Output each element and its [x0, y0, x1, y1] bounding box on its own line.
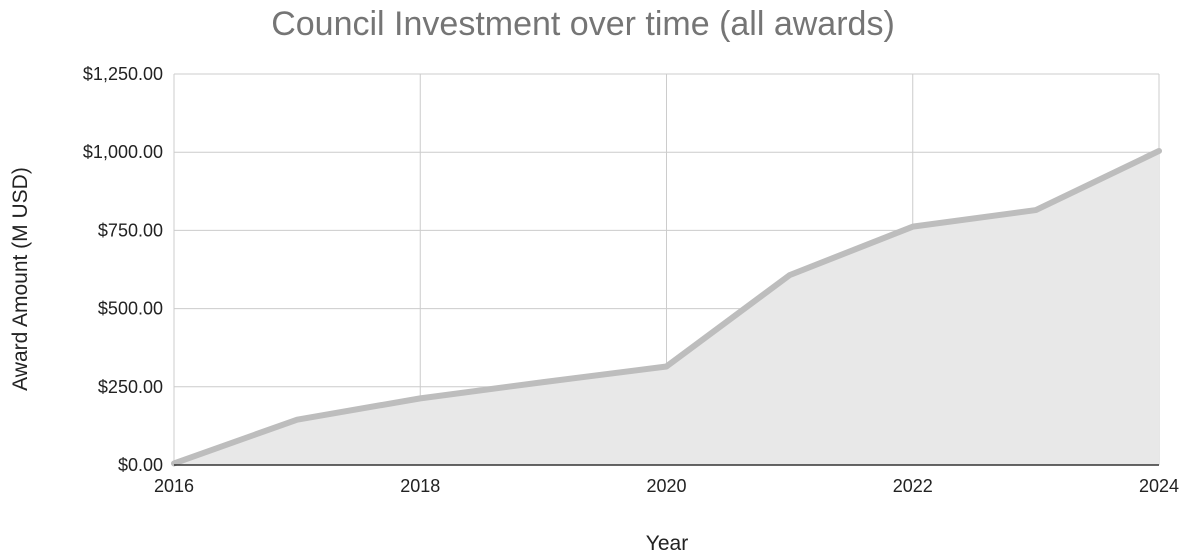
data-point [787, 272, 793, 278]
x-tick-label: 2018 [400, 476, 440, 496]
data-point [417, 395, 423, 401]
data-point [1156, 148, 1162, 154]
data-point [294, 417, 300, 423]
data-point [910, 224, 916, 230]
y-axis-tick-labels: $0.00 $250.00 $500.00 $750.00 $1,000.00 $1,25… [83, 64, 163, 475]
x-tick-label: 2016 [154, 476, 194, 496]
x-tick-label: 2020 [646, 476, 686, 496]
y-tick-label: $1,000.00 [83, 142, 163, 162]
y-tick-label: $750.00 [98, 220, 163, 240]
data-point [1033, 207, 1039, 213]
x-tick-label: 2024 [1139, 476, 1179, 496]
data-point [664, 363, 670, 369]
chart-title: Council Investment over time (all awards… [271, 5, 895, 43]
x-tick-label: 2022 [893, 476, 933, 496]
y-tick-label: $500.00 [98, 299, 163, 319]
y-tick-label: $250.00 [98, 377, 163, 397]
y-axis-title: Award Amount (M USD) [9, 167, 32, 391]
data-point [540, 379, 546, 385]
y-tick-label: $0.00 [118, 455, 163, 475]
x-axis-title: Year [646, 532, 688, 554]
x-axis-tick-labels: 2016 2018 2020 2022 2024 [154, 476, 1179, 496]
y-tick-label: $1,250.00 [83, 64, 163, 84]
